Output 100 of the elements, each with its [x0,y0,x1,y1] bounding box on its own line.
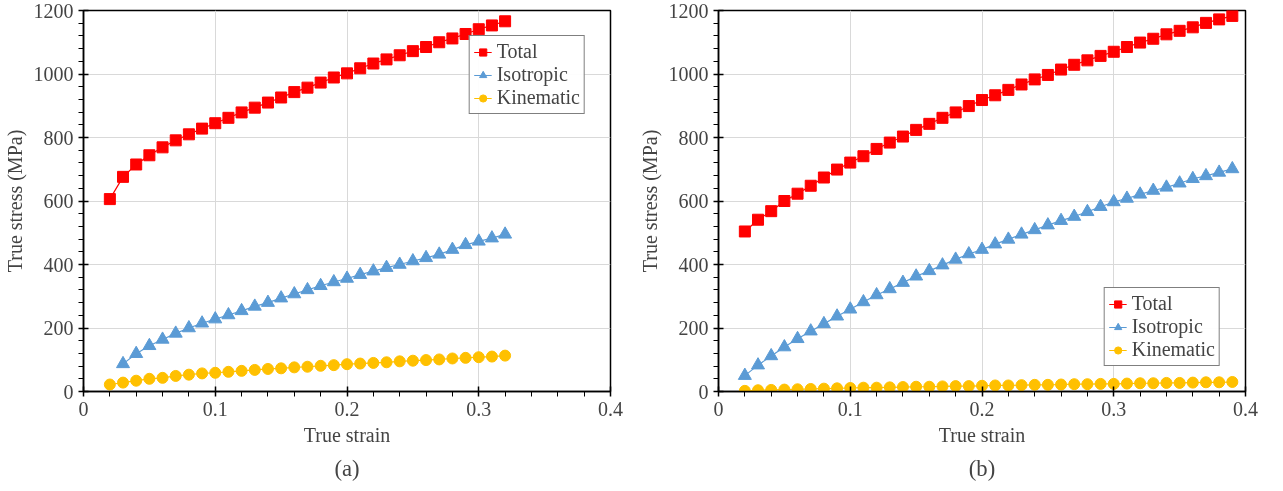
point [353,266,368,279]
point [433,36,446,49]
point [1015,379,1028,392]
point [1014,226,1029,239]
y-tick-label: 1000 [668,63,709,85]
text: (b) [968,455,996,481]
point [235,106,248,119]
point [1055,63,1068,76]
point [301,360,314,373]
point [222,365,235,378]
point [235,364,248,377]
point [181,319,196,333]
y-tick-label: 1000 [33,63,74,85]
point [923,117,936,130]
point [432,246,447,259]
point [195,315,210,328]
x-tick-label: 0.3 [1101,397,1127,420]
point [844,156,857,169]
point [831,163,844,176]
point [1146,182,1161,195]
y-tick-label: 0 [63,380,74,403]
point [1185,170,1200,184]
point [275,362,288,375]
point [156,371,169,384]
point [790,330,805,344]
point [1186,376,1199,389]
point [1041,378,1054,391]
point [1094,49,1107,62]
x-tick-label: 0 [713,397,724,420]
y-tick-label: 200 [43,317,74,339]
point [1147,377,1160,390]
point [300,281,315,295]
x-axis-title: True strain [303,423,391,446]
point [1212,164,1227,177]
point [196,122,209,135]
y-tick-label: 800 [43,126,74,149]
point [406,45,419,58]
point [341,67,353,80]
x-tick-label: 0.4 [1233,397,1258,420]
point [1055,378,1068,391]
point [976,94,988,107]
point [804,179,817,192]
point [274,290,289,303]
point [936,111,949,124]
point [1198,167,1213,181]
point [314,76,327,89]
point [949,380,962,392]
point [288,86,301,99]
point [143,149,156,162]
point [182,128,195,141]
point [380,53,393,66]
point [883,136,896,149]
point [962,380,975,392]
point [989,379,1002,392]
legend-label: Isotropic [496,63,568,86]
point [130,158,143,171]
point [275,91,288,104]
point [1199,16,1212,29]
point [923,380,936,392]
x-tick-label: 0.1 [837,397,863,420]
point [1107,45,1120,58]
x-axis-title: True strain [938,423,1026,446]
point [485,350,498,363]
y-tick-label: 200 [678,317,709,339]
point [459,27,472,40]
point [1213,376,1226,389]
point [222,111,235,124]
point [1186,21,1199,34]
point [935,257,950,270]
point [326,273,341,287]
point [261,362,274,375]
point [221,306,236,320]
point [1226,375,1239,388]
point [445,241,460,254]
point [778,195,791,207]
point [751,357,766,370]
point [1081,378,1094,391]
point [949,106,962,119]
point [446,352,459,365]
point [103,193,116,206]
point [1199,376,1212,389]
point [484,230,499,243]
point [392,256,407,269]
point [367,57,380,70]
point [129,345,144,358]
point [116,355,131,369]
point [446,32,459,45]
point [922,262,937,276]
point [209,117,222,130]
point [341,358,353,371]
point [143,372,156,385]
point [156,141,169,154]
point [1041,68,1054,81]
point [1133,186,1148,199]
point [962,100,975,113]
point [196,367,209,380]
point [287,286,302,299]
point [882,280,897,294]
point [1001,231,1016,244]
point [433,353,446,366]
